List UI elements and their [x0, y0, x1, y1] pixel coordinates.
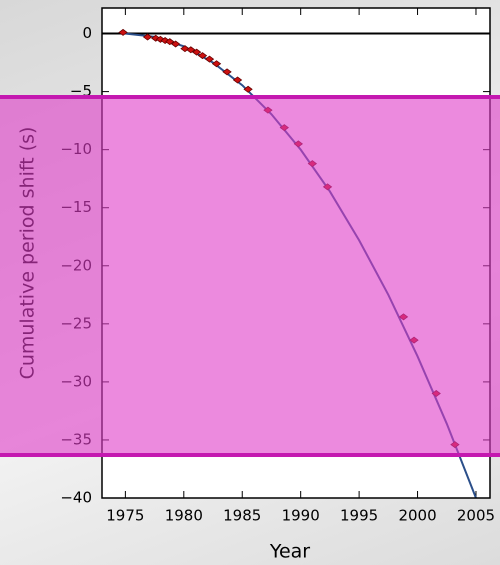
- data-point: [211, 60, 222, 68]
- data-point: [191, 48, 202, 56]
- data-point: [243, 85, 253, 93]
- data-point: [186, 46, 196, 54]
- data-point: [118, 28, 128, 36]
- y-tick-label: −5: [70, 82, 92, 100]
- data-point: [142, 33, 153, 41]
- data-point: [165, 38, 175, 46]
- x-tick-label: 1985: [223, 507, 261, 525]
- y-tick-label: −10: [60, 140, 92, 158]
- plot-area: [102, 8, 490, 498]
- y-tick-label: −40: [60, 489, 92, 507]
- x-tick-label: 2005: [457, 507, 495, 525]
- data-point: [232, 76, 243, 84]
- x-tick-label: 2000: [398, 507, 436, 525]
- y-tick-label: −20: [60, 256, 92, 274]
- y-tick-label: −25: [60, 314, 92, 332]
- data-point: [204, 55, 215, 63]
- y-tick-label: −15: [60, 198, 92, 216]
- y-tick-label: −35: [60, 430, 92, 448]
- data-point: [197, 52, 208, 60]
- y-tick-label: −30: [60, 372, 92, 390]
- y-axis-label: Cumulative period shift (s): [17, 127, 39, 380]
- x-tick-label: 1980: [165, 507, 203, 525]
- x-tick-label: 1995: [340, 507, 378, 525]
- x-axis-label: Year: [269, 541, 310, 563]
- data-point: [170, 40, 181, 48]
- x-tick-label: 1975: [106, 507, 144, 525]
- x-tick-label: 1990: [282, 507, 320, 525]
- data-point: [222, 68, 232, 76]
- y-tick-label: 0: [82, 24, 92, 42]
